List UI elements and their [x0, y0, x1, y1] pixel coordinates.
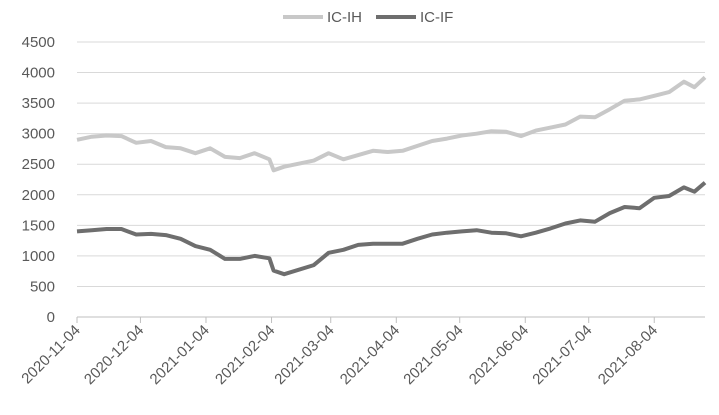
- x-tick-label: 2020-11-04: [18, 322, 83, 387]
- series-line: [76, 75, 707, 173]
- y-tick-label: 1000: [22, 248, 55, 265]
- legend-label: IC-IH: [327, 9, 362, 26]
- y-tick-label: 3000: [22, 126, 55, 143]
- y-tick-label: 3500: [22, 95, 55, 112]
- x-tick-label: 2021-02-04: [212, 322, 278, 388]
- y-tick-label: 4000: [22, 65, 55, 82]
- y-tick-label: 2500: [22, 156, 55, 173]
- y-tick-label: 0: [47, 309, 55, 326]
- y-tick-label: 500: [30, 278, 55, 295]
- x-tick-label: 2021-08-04: [595, 322, 661, 388]
- x-tick-label: 2021-03-04: [271, 322, 337, 388]
- series-line: [76, 181, 707, 277]
- x-tick-label: 2021-01-04: [147, 322, 213, 388]
- y-tick-label: 1500: [22, 217, 55, 234]
- x-tick-label: 2021-04-04: [337, 322, 403, 388]
- x-tick-label: 2020-12-04: [81, 322, 147, 388]
- x-tick-label: 2021-05-04: [400, 322, 466, 388]
- y-tick-label: 2000: [22, 187, 55, 204]
- y-tick-label: 4500: [22, 34, 55, 51]
- x-tick-label: 2021-06-04: [466, 322, 532, 388]
- legend-label: IC-IF: [420, 9, 453, 26]
- x-tick-label: 2021-07-04: [529, 322, 595, 388]
